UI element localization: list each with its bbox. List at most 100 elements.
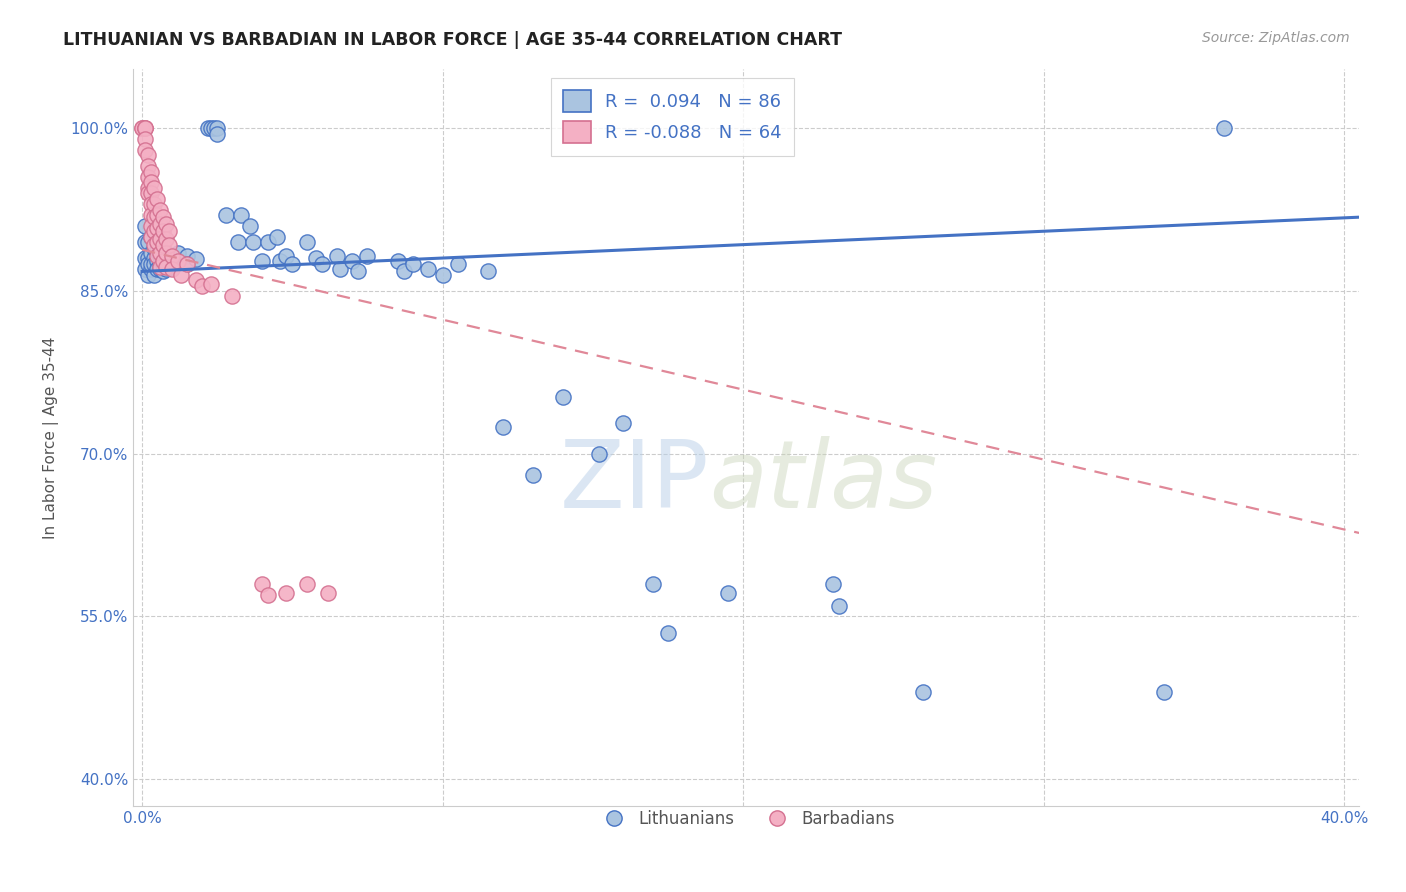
Point <box>392 264 415 278</box>
Point <box>432 268 454 282</box>
Point <box>152 253 174 268</box>
Point <box>152 257 174 271</box>
Point <box>157 224 180 238</box>
Point <box>155 246 177 260</box>
Point <box>134 121 156 136</box>
Point <box>134 143 156 157</box>
Point <box>176 257 198 271</box>
Point <box>387 253 409 268</box>
Text: LITHUANIAN VS BARBADIAN IN LABOR FORCE | AGE 35-44 CORRELATION CHART: LITHUANIAN VS BARBADIAN IN LABOR FORCE |… <box>63 31 842 49</box>
Point <box>252 577 274 591</box>
Point <box>136 252 159 266</box>
Point <box>143 197 166 211</box>
Point <box>641 577 664 591</box>
Point <box>326 249 349 263</box>
Point <box>160 252 183 266</box>
Point <box>143 252 166 266</box>
Point <box>717 585 740 599</box>
Point <box>416 262 439 277</box>
Point <box>143 238 166 252</box>
Point <box>157 257 180 271</box>
Point <box>149 249 172 263</box>
Point <box>139 262 162 277</box>
Point <box>152 238 174 252</box>
Point <box>828 599 851 613</box>
Point <box>257 588 280 602</box>
Point <box>492 419 515 434</box>
Point <box>139 208 162 222</box>
Point <box>446 257 468 271</box>
Point <box>257 235 280 249</box>
Point <box>149 260 172 274</box>
Point <box>155 260 177 274</box>
Point <box>136 235 159 249</box>
Point <box>139 229 162 244</box>
Y-axis label: In Labor Force | Age 35-44: In Labor Force | Age 35-44 <box>44 336 59 539</box>
Point <box>215 208 238 222</box>
Point <box>1212 121 1234 136</box>
Point <box>146 192 169 206</box>
Point <box>139 219 162 233</box>
Point <box>160 260 183 274</box>
Point <box>155 253 177 268</box>
Point <box>149 241 172 255</box>
Point <box>170 268 193 282</box>
Point <box>176 257 198 271</box>
Point <box>155 232 177 246</box>
Point <box>202 121 225 136</box>
Point <box>477 264 499 278</box>
Point <box>186 273 208 287</box>
Point <box>266 229 288 244</box>
Point <box>197 121 219 136</box>
Point <box>131 121 153 136</box>
Point <box>134 235 156 249</box>
Point <box>146 232 169 246</box>
Text: Source: ZipAtlas.com: Source: ZipAtlas.com <box>1202 31 1350 45</box>
Point <box>305 252 328 266</box>
Point <box>167 253 190 268</box>
Point <box>823 577 845 591</box>
Point <box>149 232 172 246</box>
Point <box>139 176 162 190</box>
Point <box>239 219 262 233</box>
Point <box>311 257 333 271</box>
Point <box>146 249 169 263</box>
Point <box>149 262 172 277</box>
Point <box>318 585 340 599</box>
Point <box>143 268 166 282</box>
Legend: Lithuanians, Barbadians: Lithuanians, Barbadians <box>591 804 901 835</box>
Point <box>149 246 172 260</box>
Point <box>143 181 166 195</box>
Point <box>588 447 610 461</box>
Point <box>139 229 162 244</box>
Point <box>276 585 298 599</box>
Point <box>1153 685 1175 699</box>
Point <box>252 253 274 268</box>
Point <box>131 121 153 136</box>
Point <box>146 221 169 235</box>
Point <box>134 121 156 136</box>
Point <box>136 268 159 282</box>
Point <box>231 208 253 222</box>
Point <box>134 219 156 233</box>
Point <box>269 253 291 268</box>
Point <box>149 257 172 271</box>
Point <box>143 257 166 271</box>
Point <box>139 257 162 271</box>
Point <box>152 264 174 278</box>
Point <box>134 121 156 136</box>
Point <box>134 262 156 277</box>
Point <box>136 257 159 271</box>
Point <box>522 468 544 483</box>
Point <box>139 186 162 201</box>
Point <box>136 186 159 201</box>
Point <box>207 121 229 136</box>
Point <box>242 235 264 249</box>
Point <box>276 249 298 263</box>
Point <box>155 217 177 231</box>
Point <box>612 417 634 431</box>
Point <box>191 278 214 293</box>
Point <box>157 249 180 263</box>
Point <box>143 224 166 238</box>
Point <box>167 246 190 260</box>
